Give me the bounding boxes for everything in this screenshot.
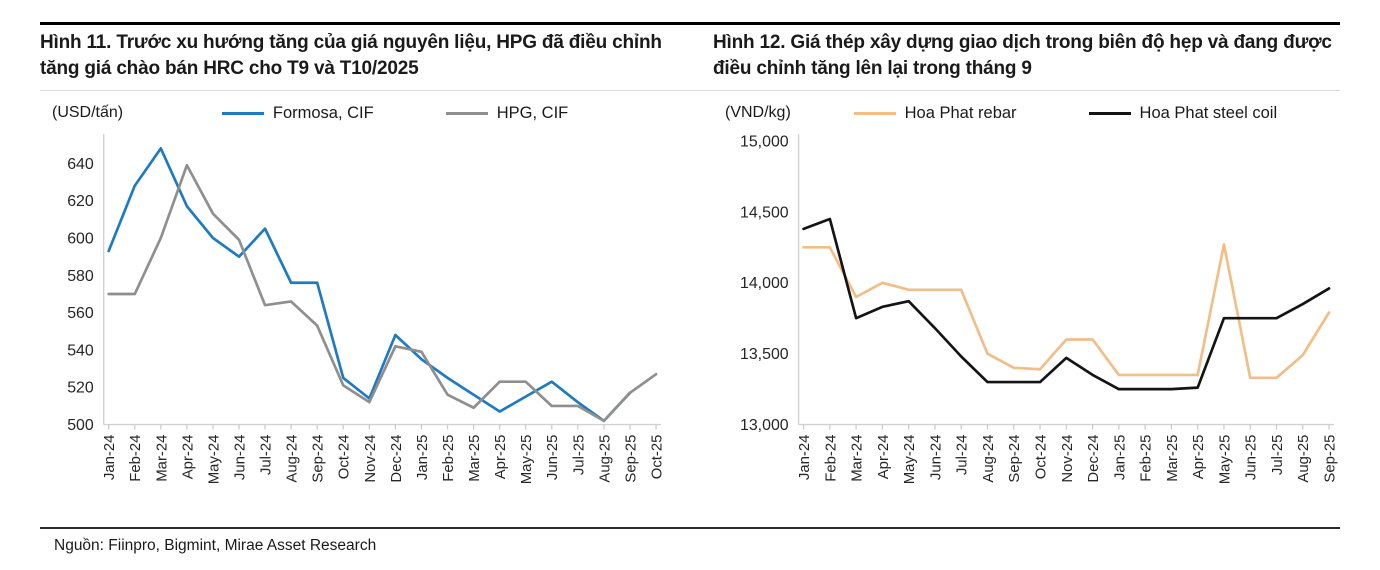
svg-text:May-24: May-24: [901, 435, 918, 485]
svg-text:Jul-24: Jul-24: [954, 435, 971, 476]
svg-text:Nov-24: Nov-24: [1059, 435, 1076, 483]
svg-text:13,500: 13,500: [740, 346, 789, 363]
svg-text:Jun-25: Jun-25: [544, 435, 561, 481]
figure-12-legend: Hoa Phat rebar Hoa Phat steel coil: [791, 104, 1340, 123]
svg-text:Aug-25: Aug-25: [596, 435, 613, 483]
svg-text:520: 520: [67, 380, 94, 397]
legend-item-hoa-phat-steel-coil: Hoa Phat steel coil: [1088, 103, 1278, 123]
svg-text:500: 500: [67, 417, 94, 434]
svg-text:Feb-24: Feb-24: [822, 435, 839, 482]
svg-text:May-25: May-25: [1216, 435, 1233, 485]
figure-12-panel: (VND/kg) Hoa Phat rebar Hoa Phat steel c…: [713, 97, 1340, 521]
svg-text:Apr-24: Apr-24: [875, 435, 892, 480]
figure-11-title: Hình 11. Trước xu hướng tăng của giá ngu…: [40, 32, 662, 79]
svg-text:May-24: May-24: [205, 435, 222, 485]
svg-text:Jul-25: Jul-25: [1269, 435, 1286, 476]
page-footer: Nguồn: Fiinpro, Bigmint, Mirae Asset Res…: [40, 527, 1340, 555]
svg-text:Aug-25: Aug-25: [1295, 435, 1312, 483]
svg-text:May-25: May-25: [518, 435, 535, 485]
svg-text:Apr-25: Apr-25: [492, 435, 509, 480]
legend-label-hpg-cif: HPG, CIF: [496, 103, 569, 122]
charts-row: (USD/tấn) Formosa, CIF HPG, CIF 500 520 54…: [40, 97, 1340, 521]
svg-text:Apr-24: Apr-24: [179, 435, 196, 480]
svg-text:Sep-25: Sep-25: [1322, 435, 1339, 483]
figure-11-unit-label: (USD/tấn): [52, 104, 124, 122]
legend-label-hoa-phat-rebar: Hoa Phat rebar: [904, 103, 1017, 122]
rebar-line-swatch: [853, 111, 896, 115]
svg-text:Sep-24: Sep-24: [310, 435, 327, 483]
figure-12-unit-label: (VND/kg): [725, 104, 791, 122]
svg-text:Jun-25: Jun-25: [1243, 435, 1260, 481]
svg-text:Apr-25: Apr-25: [1190, 435, 1207, 480]
figure-12-chart-header: (VND/kg) Hoa Phat rebar Hoa Phat steel c…: [713, 99, 1340, 127]
report-page: Hình 11. Trước xu hướng tăng của giá ngu…: [40, 22, 1340, 555]
svg-text:Aug-24: Aug-24: [980, 435, 997, 483]
svg-text:Feb-24: Feb-24: [127, 435, 144, 482]
legend-item-hoa-phat-rebar: Hoa Phat rebar: [853, 103, 1017, 123]
svg-text:Jan-24: Jan-24: [101, 435, 118, 481]
svg-text:Mar-25: Mar-25: [466, 435, 483, 482]
steel-coil-line-swatch: [1088, 111, 1131, 115]
svg-text:Jun-24: Jun-24: [927, 435, 944, 481]
figure-11-chart-header: (USD/tấn) Formosa, CIF HPG, CIF: [40, 99, 667, 127]
svg-text:13,000: 13,000: [740, 417, 789, 434]
svg-text:Jun-24: Jun-24: [232, 435, 249, 481]
svg-text:Jan-25: Jan-25: [414, 435, 431, 481]
figure-11-line-chart: 500 520 540 560 580 600 620 640 Jan-24 Feb-24 Mar-…: [67, 134, 666, 485]
svg-text:Nov-24: Nov-24: [362, 435, 379, 483]
svg-text:Jul-25: Jul-25: [570, 435, 587, 476]
svg-text:640: 640: [67, 156, 94, 173]
svg-text:Dec-24: Dec-24: [1085, 435, 1102, 483]
svg-text:14,500: 14,500: [740, 205, 789, 222]
legend-item-formosa-cif: Formosa, CIF: [221, 103, 374, 123]
svg-text:620: 620: [67, 193, 94, 210]
formosa-line-swatch: [221, 111, 264, 115]
legend-label-formosa-cif: Formosa, CIF: [272, 103, 374, 122]
figure-11-legend: Formosa, CIF HPG, CIF: [123, 104, 667, 123]
svg-text:14,000: 14,000: [740, 276, 789, 293]
source-note: Nguồn: Fiinpro, Bigmint, Mirae Asset Res…: [54, 537, 377, 555]
svg-text:Feb-25: Feb-25: [1138, 435, 1155, 482]
svg-text:560: 560: [67, 305, 94, 322]
figure-12-line-chart: 13,000 13,500 14,000 14,500 15,000 Jan-24 Feb-…: [740, 134, 1339, 485]
legend-label-hoa-phat-steel-coil: Hoa Phat steel coil: [1139, 103, 1278, 122]
svg-text:15,000: 15,000: [740, 134, 789, 151]
svg-text:540: 540: [67, 343, 94, 360]
svg-text:Mar-24: Mar-24: [849, 435, 866, 482]
figure-12-title: Hình 12. Giá thép xây dựng giao dịch tro…: [713, 32, 1332, 79]
svg-text:580: 580: [67, 268, 94, 285]
svg-text:Feb-25: Feb-25: [440, 435, 457, 482]
figure-11-panel: (USD/tấn) Formosa, CIF HPG, CIF 500 520 54…: [40, 97, 667, 521]
svg-text:Jul-24: Jul-24: [258, 435, 275, 476]
svg-text:Oct-24: Oct-24: [336, 435, 353, 480]
svg-text:Aug-24: Aug-24: [284, 435, 301, 483]
svg-text:Oct-25: Oct-25: [649, 435, 666, 480]
legend-item-hpg-cif: HPG, CIF: [445, 103, 569, 123]
svg-text:Oct-24: Oct-24: [1033, 435, 1050, 480]
svg-text:Mar-25: Mar-25: [1164, 435, 1181, 482]
svg-text:Jan-25: Jan-25: [1111, 435, 1128, 481]
svg-text:Jan-24: Jan-24: [796, 435, 813, 481]
svg-text:Sep-24: Sep-24: [1006, 435, 1023, 483]
figure-titles-header: Hình 11. Trước xu hướng tăng của giá ngu…: [40, 22, 1340, 92]
svg-text:Mar-24: Mar-24: [153, 435, 170, 482]
svg-text:Dec-24: Dec-24: [388, 435, 405, 483]
svg-text:Sep-25: Sep-25: [622, 435, 639, 483]
hpg-line-swatch: [445, 111, 488, 115]
svg-text:600: 600: [67, 231, 94, 248]
